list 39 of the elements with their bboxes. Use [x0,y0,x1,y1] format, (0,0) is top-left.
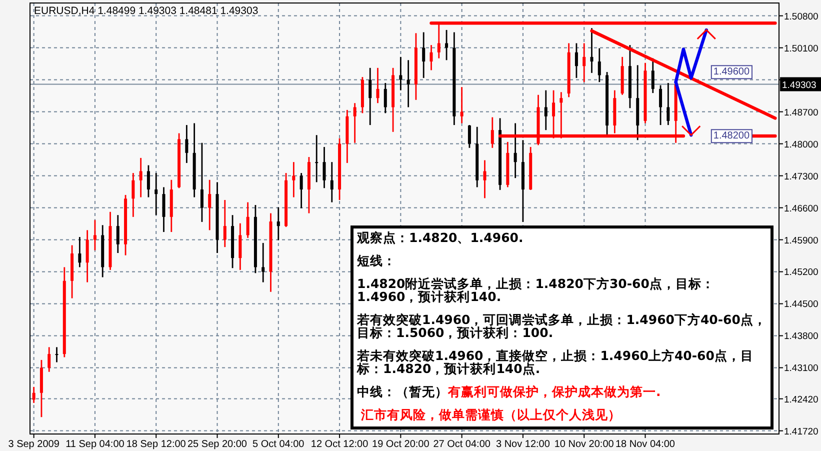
y-tick-label: 1.50100 [784,43,818,54]
x-tick-label: 11 Sep 04:00 [66,439,125,450]
annotation: 1.49600 [713,66,750,78]
y-tick-label: 1.47300 [784,171,818,182]
y-tick-label: 1.45900 [784,235,818,246]
annotation: 汇市有风险，做单需谨慎（以上仅个人浅见） [361,407,621,422]
x-tick-label: 18 Sep 12:00 [126,439,186,450]
y-tick-label: 1.50800 [784,11,818,22]
level-label: 1.49600 [710,65,752,80]
x-tick-label: 19 Oct 20:00 [372,439,430,450]
y-tick-label: 1.44500 [784,299,818,310]
y-tick-label: 1.48700 [784,107,818,118]
x-tick-label: 3 Nov 12:00 [496,439,550,450]
x-tick-label: 12 Oct 12:00 [310,439,369,450]
annotation: 若未有效突破1.4960，直接做空，止损：1.4960上方40-60点，目标：1.4820，预计获利140点. [357,348,754,376]
ref-line-label: 1.49303 [782,80,816,92]
annotation: 若有效突破1.4960，可回调尝试多单，止损：1.4960下方40-60点，目标：1.5060，预计获利：100. [357,312,766,340]
y-tick-label: 1.43100 [784,363,818,374]
x-tick-label: 10 Nov 20:00 [554,439,614,450]
x-tick-label: 25 Sep 20:00 [188,439,248,450]
annotation: 有赢利可做保护，保护成本做为第一. [448,384,661,399]
y-tick-label: 1.48000 [784,139,818,150]
y-tick-label: 1.43800 [784,331,818,342]
annotation: 1.4820附近尝试多单，止损：1.4820下方30-60点，目标：1.4960，预计获利140. [357,276,714,304]
price-label: 1.49303 [780,77,821,92]
annotation: 观察点：1.4820、1.4960. [357,230,524,245]
annotation: 1.48200 [713,130,750,142]
y-tick-label: 1.42420 [784,394,818,406]
annotation: 短线： [357,253,396,268]
level-label: 1.48200 [710,129,752,144]
x-tick-label: 27 Oct 04:00 [433,439,491,450]
x-tick-label: 5 Oct 04:00 [252,439,305,450]
x-tick-label: 3 Sep 2009 [8,439,60,450]
chart-title: EURUSD,H4 1.48499 1.49303 1.48481 1.49303 [34,5,258,17]
y-tick-label: 1.46600 [784,203,818,214]
y-tick-label: 1.41720 [784,426,818,438]
annotation: 中线：（暂无） [357,384,448,399]
y-tick-label: 1.45200 [784,267,818,278]
x-tick-label: 18 Nov 04:00 [616,439,676,450]
